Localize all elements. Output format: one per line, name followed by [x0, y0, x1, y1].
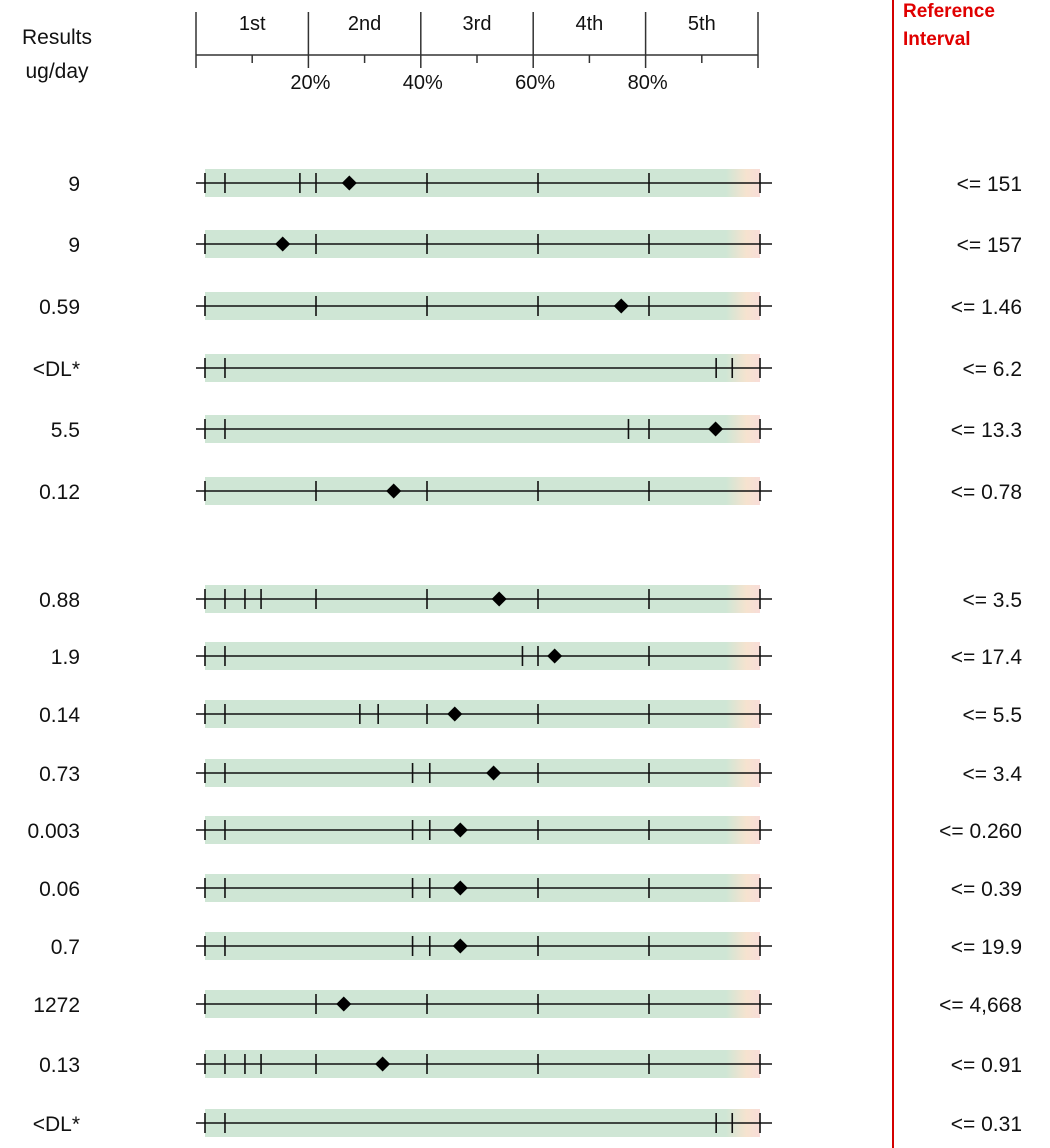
- result-value: 0.06: [39, 878, 80, 901]
- reference-value: <= 13.3: [951, 419, 1022, 442]
- reference-value: <= 4,668: [939, 994, 1022, 1017]
- reference-value: <= 151: [957, 173, 1022, 196]
- results-unit: ug/day: [25, 60, 89, 83]
- result-value: 0.13: [39, 1054, 80, 1077]
- result-row: 0.7 <= 19.9: [51, 932, 1022, 960]
- reference-value: <= 0.91: [951, 1054, 1022, 1077]
- result-row: 0.88 <= 3.5: [39, 585, 1022, 613]
- result-row: 5.5 <= 13.3: [51, 415, 1022, 443]
- result-value: 0.73: [39, 763, 80, 786]
- result-row: 9 <= 151: [68, 169, 1022, 197]
- result-marker: [547, 648, 563, 664]
- result-value: 5.5: [51, 419, 80, 442]
- reference-value: <= 0.39: [951, 878, 1022, 901]
- result-row: 0.12 <= 0.78: [39, 477, 1022, 505]
- result-row: 0.59 <= 1.46: [39, 292, 1022, 320]
- result-marker: [341, 175, 357, 191]
- reference-value: <= 0.78: [951, 481, 1022, 504]
- result-value: 9: [68, 234, 80, 257]
- result-row: 0.06 <= 0.39: [39, 874, 1022, 902]
- result-row: 1.9 <= 17.4: [51, 642, 1023, 670]
- result-marker: [486, 765, 502, 781]
- result-marker: [452, 880, 468, 896]
- result-value: 0.003: [27, 820, 80, 843]
- result-row: 0.14 <= 5.5: [39, 700, 1022, 728]
- result-value: 0.14: [39, 704, 80, 727]
- result-marker: [386, 483, 402, 499]
- result-marker: [491, 591, 507, 607]
- reference-value: <= 5.5: [962, 704, 1022, 727]
- result-value: 0.7: [51, 936, 80, 959]
- result-marker: [452, 822, 468, 838]
- result-row: 0.13 <= 0.91: [39, 1050, 1022, 1078]
- percentile-label: 60%: [515, 72, 555, 94]
- quintile-label: 3rd: [463, 13, 492, 35]
- reference-value: <= 6.2: [962, 358, 1022, 381]
- result-marker: [447, 706, 463, 722]
- reference-value: <= 0.31: [951, 1113, 1022, 1136]
- reference-value: <= 3.4: [962, 763, 1022, 786]
- result-marker: [613, 298, 629, 314]
- quintile-label: 5th: [688, 13, 716, 35]
- reference-value: <= 157: [957, 234, 1022, 257]
- reference-value: <= 19.9: [951, 936, 1022, 959]
- result-marker: [375, 1056, 391, 1072]
- result-rows: 9 <= 151 9 <= 157 0.59 <= 1.46 <DL* <= 6.2 5.5 <=…: [27, 169, 1022, 1137]
- result-row: 9 <= 157: [68, 230, 1022, 258]
- reference-value: <= 1.46: [951, 296, 1022, 319]
- result-value: 0.88: [39, 589, 80, 612]
- quintile-label: 2nd: [348, 13, 381, 35]
- result-row: 1272 <= 4,668: [33, 990, 1022, 1018]
- results-header: Results: [22, 26, 92, 49]
- reference-value: <= 0.260: [939, 820, 1022, 843]
- result-marker: [708, 421, 724, 437]
- quintile-label: 1st: [239, 13, 266, 35]
- result-row: 0.73 <= 3.4: [39, 759, 1022, 787]
- result-value: <DL*: [33, 1113, 80, 1136]
- reference-header: Reference: [903, 1, 995, 22]
- reference-value: <= 3.5: [962, 589, 1022, 612]
- result-row: <DL* <= 0.31: [33, 1109, 1022, 1137]
- result-marker: [336, 996, 352, 1012]
- reference-value: <= 17.4: [951, 646, 1023, 669]
- result-value: 0.12: [39, 481, 80, 504]
- quintile-label: 4th: [575, 13, 603, 35]
- percentile-label: 20%: [290, 72, 330, 94]
- result-value: <DL*: [33, 358, 80, 381]
- result-value: 9: [68, 173, 80, 196]
- result-row: 0.003 <= 0.260: [27, 816, 1022, 844]
- result-row: <DL* <= 6.2: [33, 354, 1022, 382]
- result-marker: [452, 938, 468, 954]
- result-value: 0.59: [39, 296, 80, 319]
- percentile-label: 80%: [628, 72, 668, 94]
- reference-header-line2: Interval: [903, 29, 971, 50]
- percentile-label: 40%: [403, 72, 443, 94]
- result-value: 1272: [33, 994, 80, 1017]
- percentile-scale: 1st 2nd 3rd 4th 5th 20% 40% 60% 80%: [195, 12, 759, 94]
- result-marker: [275, 236, 291, 252]
- result-value: 1.9: [51, 646, 80, 669]
